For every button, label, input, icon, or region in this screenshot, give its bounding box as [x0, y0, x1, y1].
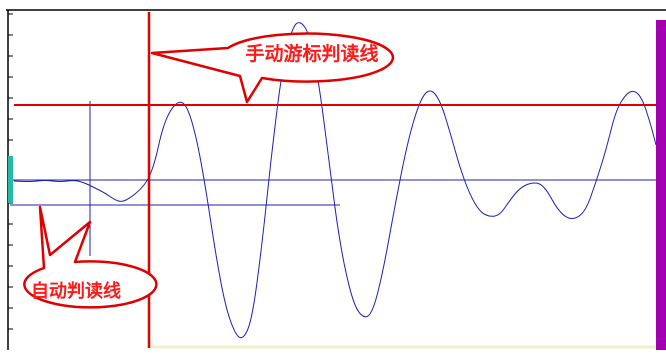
teal-trigger-marker-icon[interactable] — [8, 156, 13, 203]
manual-cursor-callout: 手动游标判读线 — [150, 32, 395, 104]
waveform-trace — [13, 22, 657, 339]
manual-cursor-label: 手动游标判读线 — [245, 42, 378, 65]
left-ruler — [8, 13, 13, 330]
auto-reading-callout: 自动判读线 — [23, 205, 158, 309]
auto-reading-label: 自动判读线 — [31, 280, 121, 302]
purple-end-marker-icon[interactable] — [656, 20, 666, 350]
